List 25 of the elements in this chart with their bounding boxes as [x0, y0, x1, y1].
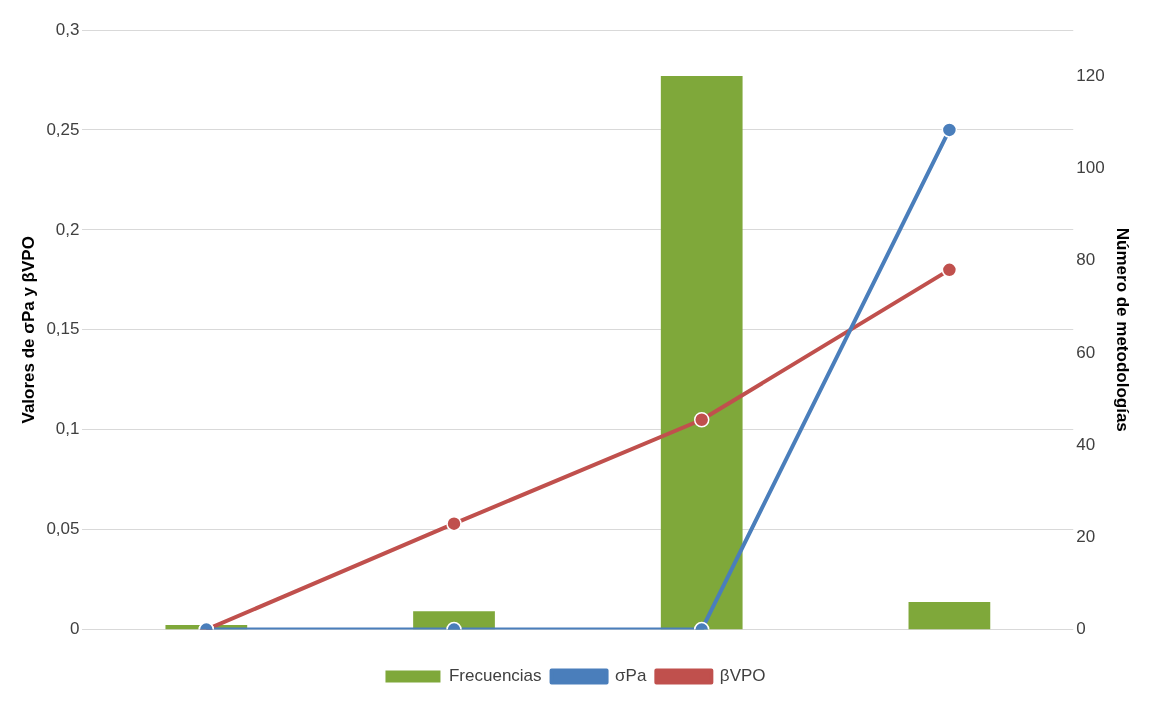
y-tick-label: 0,2 [55, 219, 80, 239]
y-tick-label: 0 [70, 619, 80, 639]
y2-axis-title: Número de metodologías [1113, 227, 1133, 432]
y-tick-label: 0,25 [46, 119, 80, 139]
y2-tick-label: 40 [1076, 434, 1096, 454]
y2-tick-label: 0 [1076, 619, 1086, 639]
y2-tick-label: 100 [1076, 158, 1105, 178]
legend-label: βVPO [719, 666, 766, 686]
y2-tick-label: 20 [1076, 527, 1096, 547]
y2-tick-label: 60 [1076, 342, 1096, 362]
bar [413, 611, 495, 630]
y2-tick-label: 120 [1076, 65, 1105, 85]
y-tick-label: 0,3 [55, 19, 80, 39]
y2-tick-label: 80 [1076, 250, 1096, 270]
legend-label: σPa [615, 666, 647, 686]
bar [660, 76, 743, 630]
y-axis-title: Valores de σPa y βVPO [18, 236, 38, 424]
y-tick-label: 0,15 [46, 319, 80, 339]
point [941, 262, 958, 278]
point [693, 411, 710, 428]
y-tick-label: 0,1 [55, 419, 80, 439]
y-tick-label: 0,05 [46, 519, 80, 539]
legend-label: Frecuencias [448, 666, 542, 686]
bar [908, 601, 991, 630]
point [941, 122, 958, 138]
